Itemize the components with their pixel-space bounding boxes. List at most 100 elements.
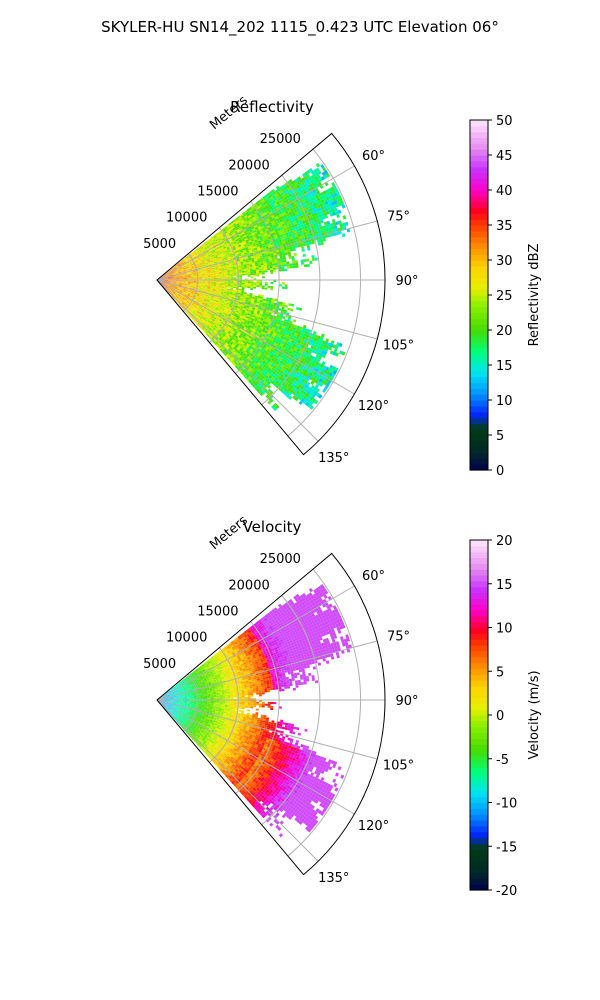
radar-cell	[199, 278, 203, 280]
radar-cell	[272, 265, 276, 268]
radar-cell	[311, 342, 316, 347]
radar-cell	[214, 241, 218, 244]
colorbar-segment	[470, 166, 488, 174]
radar-cell	[182, 279, 186, 280]
radar-cell	[199, 282, 203, 284]
radar-cell	[233, 273, 237, 275]
radar-cell	[173, 267, 176, 270]
radar-cell	[193, 273, 197, 275]
radar-cell	[305, 178, 310, 183]
radar-cell	[202, 282, 205, 284]
radar-cell	[196, 293, 200, 296]
radar-cell	[239, 234, 243, 238]
radar-cell	[198, 285, 202, 288]
radar-cell	[215, 270, 219, 272]
radar-cell	[278, 284, 282, 287]
radar-cell	[233, 284, 237, 286]
radar-cell	[162, 280, 166, 282]
radar-cell	[270, 213, 274, 217]
radar-cell	[190, 273, 194, 275]
radar-cell	[241, 246, 245, 249]
radar-cell	[200, 246, 204, 250]
radar-cell	[240, 307, 244, 310]
radar-cell	[167, 282, 171, 284]
radar-cell	[226, 303, 230, 307]
radar-cell	[229, 303, 233, 306]
radar-cell	[247, 286, 251, 289]
radar-cell	[224, 257, 228, 260]
radar-cell	[292, 248, 296, 252]
radar-cell	[241, 221, 246, 225]
radar-cell	[305, 199, 309, 204]
radar-cell	[186, 270, 190, 272]
radar-cell	[187, 273, 191, 275]
radar-cell	[331, 189, 336, 194]
radar-cell	[238, 254, 242, 257]
radar-cell	[306, 209, 311, 213]
radar-cell	[190, 275, 194, 277]
radar-cell	[166, 273, 170, 276]
colorbar-segment	[470, 143, 488, 150]
radar-cell	[224, 225, 228, 229]
radar-cell	[260, 239, 264, 243]
radar-cell	[207, 287, 211, 290]
radar-cell	[258, 267, 262, 270]
radar-cell	[187, 278, 191, 280]
radar-cell	[236, 298, 240, 301]
radar-cell	[168, 270, 172, 273]
radar-cell	[172, 266, 176, 269]
radar-cell	[212, 270, 216, 273]
radar-cell	[238, 245, 242, 249]
radar-cell	[216, 282, 220, 284]
radar-cell	[311, 193, 316, 198]
radar-cell	[213, 296, 217, 299]
radar-cell	[301, 226, 305, 231]
radar-cell	[213, 261, 217, 264]
radar-cell	[206, 252, 210, 255]
radar-cell	[213, 235, 217, 239]
radar-cell	[211, 295, 215, 298]
radar-cell	[229, 268, 233, 270]
radar-cell	[292, 218, 296, 223]
radar-cell	[180, 262, 183, 265]
radar-cell	[273, 329, 278, 334]
radar-cell	[217, 231, 221, 234]
radar-cell	[234, 313, 238, 316]
radar-cell	[244, 246, 249, 250]
radar-cell	[320, 164, 325, 169]
radar-cell	[176, 282, 180, 284]
radar-cell	[203, 299, 207, 301]
radar-cell	[220, 235, 224, 239]
radar-cell	[182, 261, 186, 264]
radar-cell	[235, 255, 239, 258]
radar-cell	[247, 281, 251, 284]
radar-cell	[167, 278, 171, 279]
radar-cell	[190, 282, 194, 284]
radar-cell	[233, 224, 237, 228]
radar-cell	[181, 284, 185, 286]
radar-cell	[281, 282, 285, 285]
radar-cell	[280, 327, 285, 332]
radar-cell	[254, 220, 258, 224]
radar-cell	[244, 267, 248, 270]
radar-cell	[207, 261, 211, 264]
radar-cell	[271, 228, 275, 232]
radar-cell	[332, 344, 337, 349]
radar-cell	[230, 236, 234, 239]
radar-cell	[196, 257, 200, 260]
radar-cell	[209, 299, 213, 302]
radar-cell	[249, 315, 253, 319]
radar-cell	[282, 217, 286, 222]
radar-cell	[183, 270, 187, 273]
radar-cell	[230, 256, 234, 259]
radar-cell	[246, 235, 250, 239]
radar-cell	[213, 276, 217, 279]
radar-cell	[268, 312, 272, 315]
radar-cell	[188, 290, 192, 292]
radar-cell	[252, 216, 256, 220]
radar-cell	[169, 284, 173, 286]
radar-cell	[170, 284, 173, 286]
radar-cell	[185, 260, 189, 263]
radar-cell	[180, 289, 184, 291]
radar-cell	[171, 270, 175, 273]
